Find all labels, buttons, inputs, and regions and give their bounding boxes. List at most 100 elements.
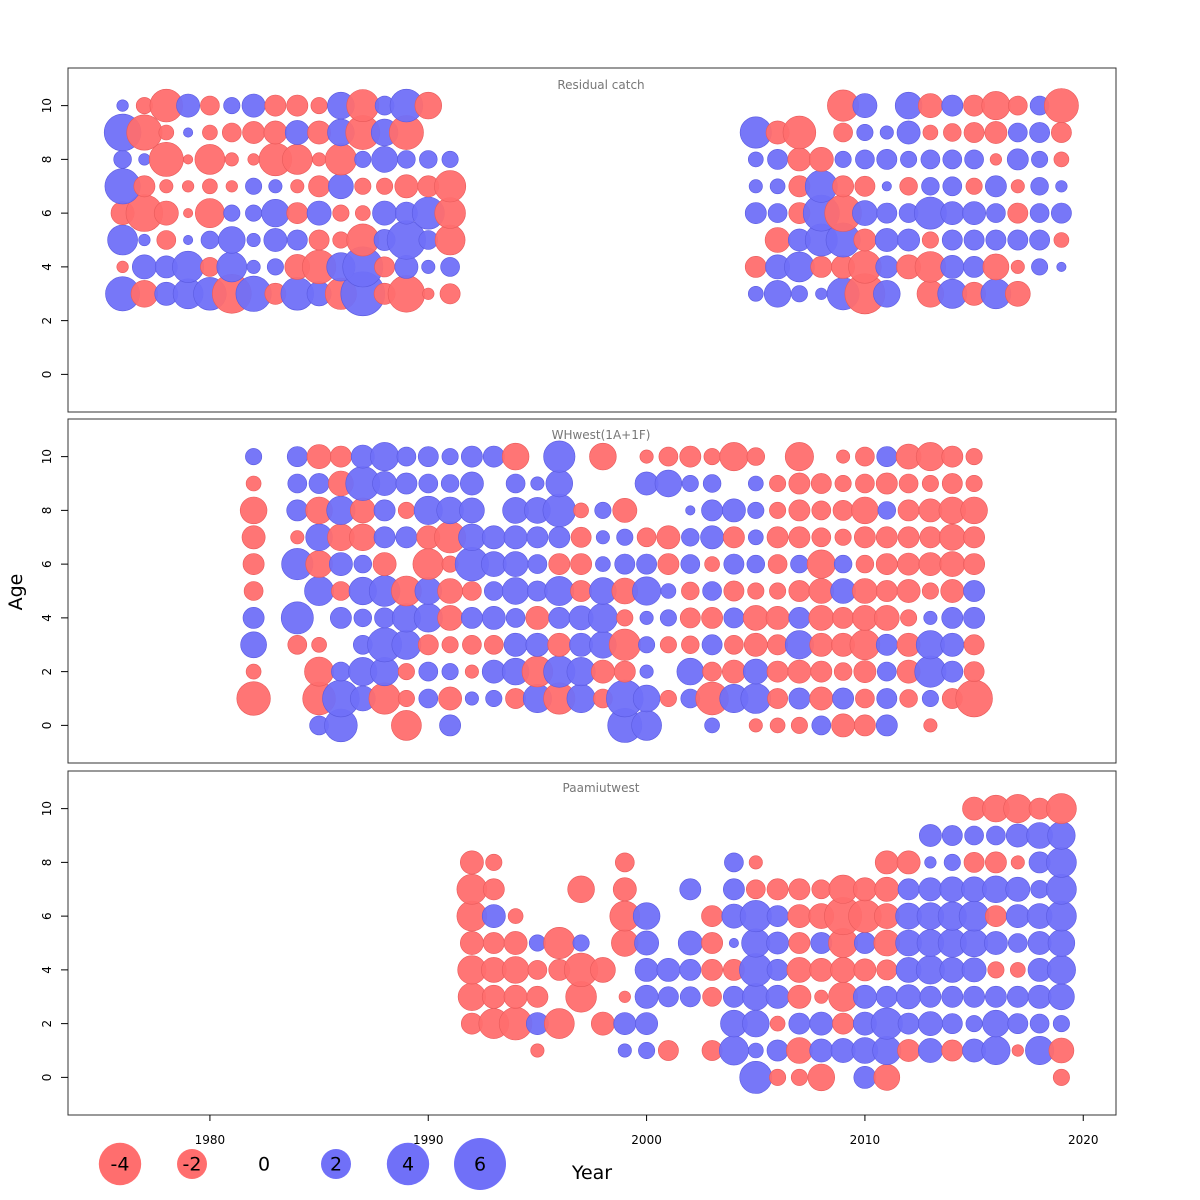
residual-bubble: [875, 714, 898, 737]
residual-bubble: [659, 636, 677, 654]
residual-bubble: [832, 607, 855, 629]
residual-bubble: [242, 607, 265, 629]
residual-bubble: [963, 852, 985, 873]
residual-bubble: [704, 717, 720, 734]
residual-bubble: [421, 259, 436, 274]
residual-bubble: [459, 931, 484, 955]
x-axis-title: Year: [571, 1162, 612, 1184]
residual-bubble: [242, 121, 266, 144]
residual-bubble: [591, 1011, 615, 1036]
y-axis: 0 2 4 6 8 10: [40, 801, 68, 1081]
legend-bubble: [321, 1149, 351, 1179]
residual-bubble: [632, 684, 661, 713]
residual-bubble: [284, 120, 310, 145]
residual-bubble: [786, 957, 813, 983]
residual-bubble: [176, 93, 201, 118]
residual-bubble: [527, 554, 548, 574]
residual-bubble: [853, 877, 877, 902]
residual-bubble: [681, 581, 700, 601]
y-tick-label: 8: [40, 859, 54, 867]
residual-bubble: [724, 634, 744, 655]
residual-bubble: [767, 554, 788, 574]
y-tick-label: 2: [40, 317, 54, 325]
residual-bubble: [434, 197, 466, 229]
residual-bubble: [788, 526, 811, 549]
panel-residual-catch: Residual catch 0 2 4 6 8 10: [40, 67, 1117, 413]
residual-bubble: [240, 631, 267, 659]
residual-bubble: [830, 578, 856, 604]
residual-bubble: [810, 473, 832, 494]
residual-bubble: [312, 152, 327, 167]
size-legend: -4 -2 0 2 4 6: [98, 1138, 506, 1190]
residual-bubble: [373, 526, 396, 549]
residual-bubble: [985, 851, 1007, 874]
residual-bubble: [464, 691, 479, 706]
residual-bubble: [832, 175, 855, 198]
residual-bubble: [1007, 95, 1028, 116]
residual-bubble: [245, 448, 263, 466]
residual-bubble: [876, 688, 898, 709]
residual-bubble: [290, 179, 305, 194]
legend-label: 6: [474, 1154, 486, 1176]
residual-bubble: [984, 931, 1008, 955]
residual-bubble: [875, 580, 898, 602]
residual-bubble: [656, 525, 681, 550]
residual-bubble: [965, 177, 983, 195]
residual-bubble: [744, 202, 767, 225]
residual-bubble: [679, 959, 702, 981]
residual-bubble: [223, 204, 241, 222]
residual-bubble: [809, 958, 834, 982]
residual-bubble: [941, 660, 964, 683]
residual-bubble: [941, 985, 964, 1008]
residual-bubble: [808, 605, 835, 631]
residual-bubble: [441, 663, 459, 681]
residual-bubble: [634, 984, 659, 1009]
residual-bubble: [570, 526, 592, 548]
residual-bubble: [896, 120, 921, 145]
residual-bubble: [328, 552, 353, 577]
residual-bubble: [434, 170, 467, 203]
residual-bubble: [437, 605, 463, 631]
residual-bubble: [701, 607, 724, 629]
residual-bubble: [324, 143, 357, 176]
residual-bubble: [963, 229, 985, 251]
residual-bubble: [833, 662, 853, 681]
residual-bubble: [658, 1040, 679, 1061]
panel-frame: [67, 770, 1117, 1116]
residual-bubble: [480, 551, 507, 577]
residual-bubble: [766, 1039, 789, 1062]
residual-bubble: [921, 231, 939, 249]
residual-bubble: [116, 99, 129, 112]
residual-bubble: [918, 93, 943, 119]
residual-bubble: [740, 683, 772, 714]
residual-bubble: [769, 474, 787, 492]
residual-bubble: [958, 900, 990, 932]
residual-bubble: [679, 986, 701, 1008]
residual-bubble: [374, 256, 396, 278]
residual-bubble: [503, 525, 528, 550]
residual-bubble: [746, 554, 765, 574]
residual-bubble: [332, 204, 350, 222]
residual-bubble: [919, 985, 942, 1008]
residual-bubble: [941, 1013, 963, 1035]
residual-bubble: [921, 582, 939, 600]
residual-bubble: [483, 581, 504, 601]
residual-bubble: [156, 230, 177, 250]
residual-bubble: [418, 688, 439, 709]
residual-bubble: [245, 663, 262, 680]
residual-bubble: [391, 629, 422, 660]
residual-bubble: [660, 583, 677, 599]
residual-bubble: [460, 607, 483, 629]
residual-bubble: [987, 961, 1005, 979]
residual-bubble: [788, 1012, 811, 1035]
residual-bubble: [329, 445, 352, 468]
residual-bubble: [875, 472, 898, 495]
residual-bubble: [631, 710, 662, 741]
residual-bubble: [304, 576, 335, 606]
residual-bubble: [281, 144, 313, 175]
y-axis: 0 2 4 6 8 10: [40, 449, 68, 729]
residual-bubble: [921, 689, 939, 707]
residual-bubble: [376, 177, 394, 195]
residual-bubble: [287, 473, 308, 494]
residual-bubble: [963, 553, 986, 576]
